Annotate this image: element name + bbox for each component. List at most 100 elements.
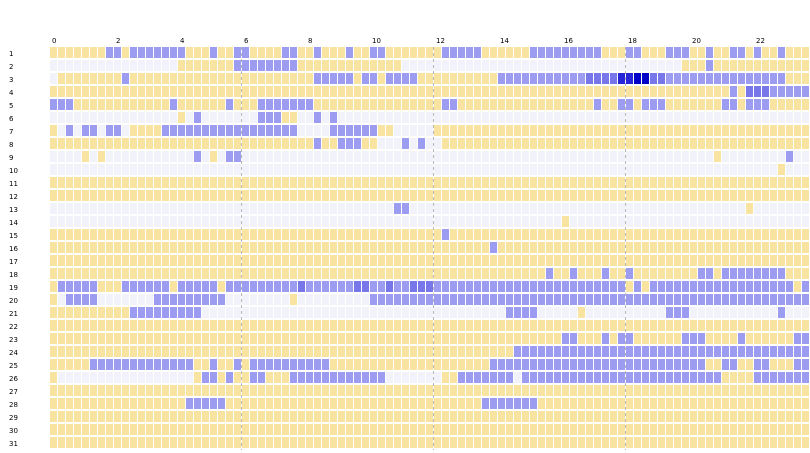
heatmap-cell bbox=[162, 294, 169, 305]
heatmap-cell bbox=[538, 86, 545, 97]
heatmap-cell bbox=[250, 190, 257, 201]
heatmap-cell bbox=[674, 268, 681, 279]
heatmap-cell bbox=[698, 359, 705, 370]
heatmap-cell bbox=[570, 255, 577, 266]
heatmap-cell bbox=[138, 60, 145, 71]
heatmap-cell bbox=[714, 294, 721, 305]
heatmap-cell bbox=[98, 255, 105, 266]
heatmap-cell bbox=[234, 281, 241, 292]
heatmap-cell bbox=[434, 268, 441, 279]
heatmap-cell bbox=[602, 216, 609, 227]
heatmap-cell bbox=[674, 125, 681, 136]
heatmap-cell bbox=[354, 112, 361, 123]
heatmap-cell bbox=[50, 99, 57, 110]
heatmap-cell bbox=[722, 333, 729, 344]
heatmap-cell bbox=[434, 73, 441, 84]
heatmap-cell bbox=[306, 73, 313, 84]
heatmap-cell bbox=[210, 424, 217, 435]
heatmap-cell bbox=[626, 164, 633, 175]
heatmap-cell bbox=[618, 398, 625, 409]
heatmap-cell bbox=[354, 242, 361, 253]
heatmap-cell bbox=[482, 307, 489, 318]
heatmap-cell bbox=[330, 333, 337, 344]
heatmap-cell bbox=[394, 281, 401, 292]
heatmap-cell bbox=[546, 372, 553, 383]
heatmap-cell bbox=[274, 125, 281, 136]
heatmap-cell bbox=[282, 398, 289, 409]
heatmap-cell bbox=[50, 190, 57, 201]
heatmap-cell bbox=[218, 255, 225, 266]
heatmap-cell bbox=[602, 125, 609, 136]
heatmap-cell bbox=[114, 112, 121, 123]
heatmap-cell bbox=[586, 359, 593, 370]
heatmap-cell bbox=[474, 177, 481, 188]
heatmap-cell bbox=[322, 125, 329, 136]
heatmap-cell bbox=[770, 177, 777, 188]
heatmap-cell bbox=[250, 372, 257, 383]
heatmap-cell bbox=[546, 47, 553, 58]
heatmap-cell bbox=[618, 177, 625, 188]
heatmap-cell bbox=[578, 190, 585, 201]
heatmap-cell bbox=[738, 99, 745, 110]
heatmap-cell bbox=[274, 190, 281, 201]
heatmap-cell bbox=[418, 73, 425, 84]
heatmap-cell bbox=[130, 398, 137, 409]
heatmap-cell bbox=[514, 151, 521, 162]
heatmap-cell bbox=[338, 112, 345, 123]
heatmap-cell bbox=[490, 242, 497, 253]
heatmap-cell bbox=[74, 411, 81, 422]
heatmap-cell bbox=[426, 294, 433, 305]
heatmap-cell bbox=[730, 307, 737, 318]
heatmap-cell bbox=[266, 294, 273, 305]
heatmap-cell bbox=[218, 190, 225, 201]
heatmap-cell bbox=[418, 281, 425, 292]
heatmap-cell bbox=[386, 60, 393, 71]
heatmap-cell bbox=[738, 112, 745, 123]
heatmap-cell bbox=[634, 242, 641, 253]
heatmap-cell bbox=[194, 164, 201, 175]
heatmap-cell bbox=[354, 268, 361, 279]
heatmap-cell bbox=[338, 86, 345, 97]
heatmap-cell bbox=[194, 229, 201, 240]
heatmap-cell bbox=[242, 138, 249, 149]
heatmap-cell bbox=[338, 320, 345, 331]
heatmap-cell bbox=[754, 411, 761, 422]
heatmap-cell bbox=[722, 125, 729, 136]
heatmap-cell bbox=[450, 125, 457, 136]
heatmap-cell bbox=[178, 203, 185, 214]
heatmap-cell bbox=[698, 398, 705, 409]
heatmap-cell bbox=[210, 151, 217, 162]
heatmap-cell bbox=[514, 437, 521, 448]
heatmap-cell bbox=[738, 398, 745, 409]
heatmap-cell bbox=[778, 151, 785, 162]
heatmap-cell bbox=[314, 138, 321, 149]
heatmap-cell bbox=[642, 47, 649, 58]
heatmap-cell bbox=[146, 190, 153, 201]
heatmap-cell bbox=[170, 268, 177, 279]
heatmap-cell bbox=[466, 177, 473, 188]
heatmap-cell bbox=[250, 294, 257, 305]
heatmap-cell bbox=[402, 177, 409, 188]
heatmap-cell bbox=[514, 359, 521, 370]
heatmap-cell bbox=[130, 255, 137, 266]
heatmap-cell bbox=[290, 164, 297, 175]
heatmap-cell bbox=[586, 437, 593, 448]
heatmap-cell bbox=[666, 398, 673, 409]
heatmap-cell bbox=[586, 73, 593, 84]
heatmap-cell bbox=[98, 385, 105, 396]
heatmap-cell bbox=[762, 138, 769, 149]
heatmap-cell bbox=[466, 86, 473, 97]
heatmap-cell bbox=[458, 177, 465, 188]
heatmap-cell bbox=[778, 73, 785, 84]
heatmap-cell bbox=[618, 437, 625, 448]
heatmap-cell bbox=[138, 177, 145, 188]
heatmap-cell bbox=[450, 151, 457, 162]
heatmap-cell bbox=[650, 281, 657, 292]
heatmap-cell bbox=[530, 203, 537, 214]
heatmap-cell bbox=[50, 255, 57, 266]
heatmap-cell bbox=[514, 398, 521, 409]
heatmap-cell bbox=[434, 47, 441, 58]
heatmap-cell bbox=[98, 229, 105, 240]
heatmap-cell bbox=[578, 203, 585, 214]
heatmap-cell bbox=[634, 437, 641, 448]
